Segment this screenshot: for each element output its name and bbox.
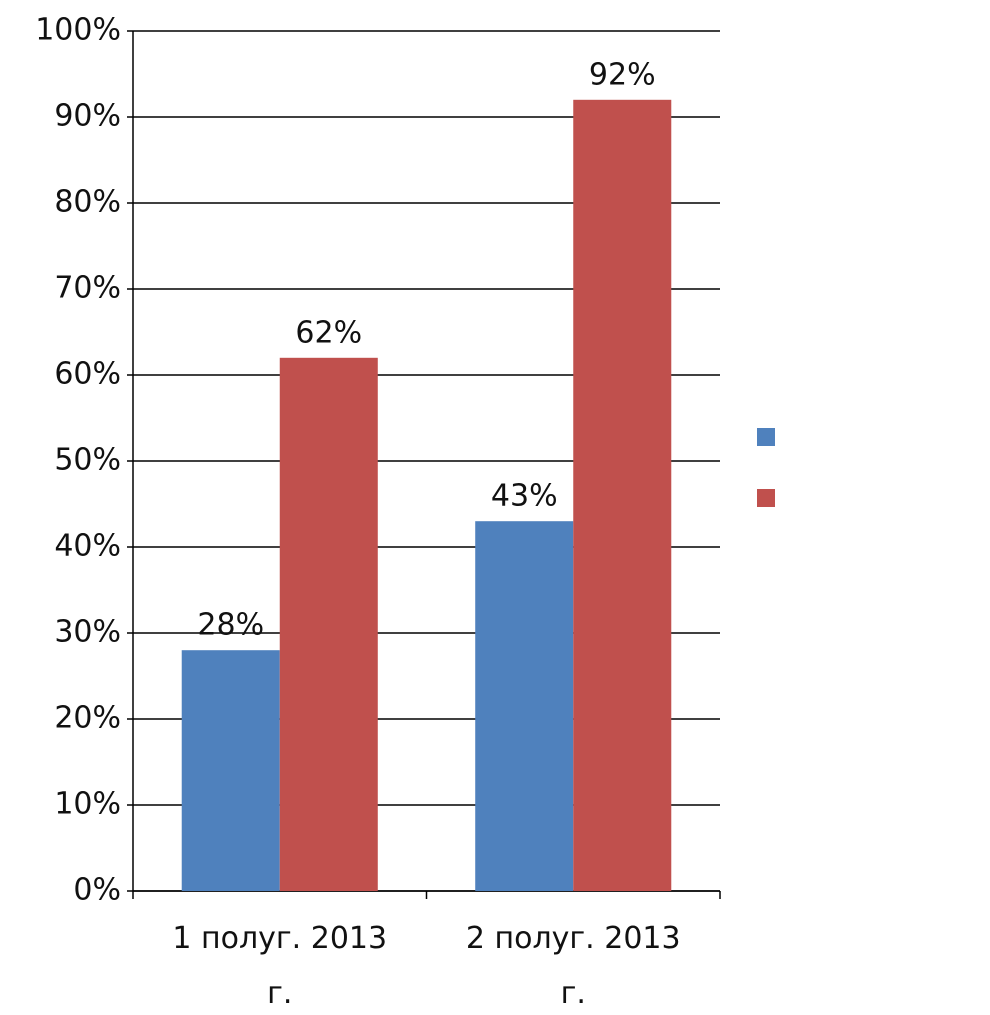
y-tick-label: 50% (54, 443, 121, 478)
y-tick-label: 60% (54, 357, 121, 392)
bar (181, 650, 280, 891)
y-tick-label: 0% (73, 873, 121, 908)
x-tick-label: 1 полуг. 2013 г. (172, 921, 387, 1011)
y-tick-label: 80% (54, 185, 121, 220)
legend-swatch (757, 489, 775, 507)
bar (475, 521, 574, 891)
data-label: 92% (589, 57, 656, 92)
y-tick-label: 20% (54, 701, 121, 736)
bar (279, 357, 378, 891)
y-tick-label: 10% (54, 787, 121, 822)
y-tick-label: 40% (54, 529, 121, 564)
data-label: 28% (197, 608, 264, 643)
data-label: 62% (295, 315, 362, 350)
y-tick-label: 90% (54, 99, 121, 134)
y-tick-label: 70% (54, 271, 121, 306)
x-tick-label: 2 полуг. 2013 г. (466, 921, 681, 1011)
y-tick-label: 30% (54, 615, 121, 650)
data-label: 43% (491, 479, 558, 514)
y-tick-label: 100% (35, 13, 121, 48)
bar (573, 99, 672, 892)
legend-swatch (757, 428, 775, 446)
